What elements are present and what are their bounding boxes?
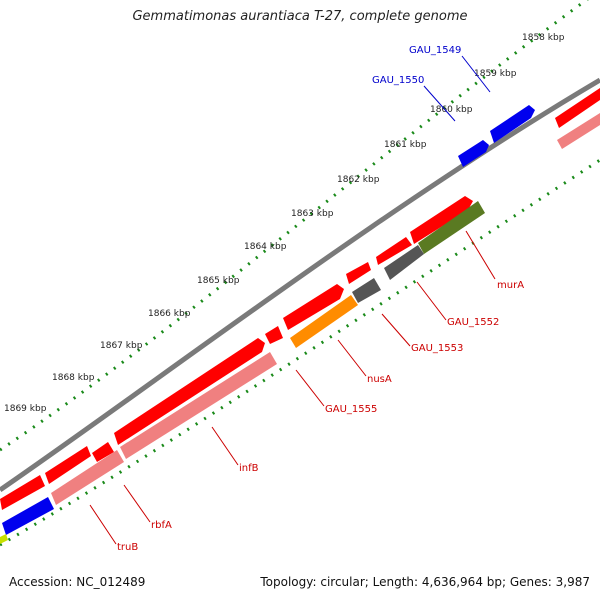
- blue-genes: [458, 105, 535, 167]
- tick-labels: 1858 kbp 1859 kbp 1860 kbp 1861 kbp 1862…: [4, 33, 565, 414]
- leader-gau-1552: [416, 281, 447, 321]
- gene-forward[interactable]: [410, 196, 473, 244]
- gene-rbfa[interactable]: [51, 450, 124, 505]
- gene-forward[interactable]: [114, 338, 265, 445]
- label-leader-lines: [89, 55, 496, 545]
- gene-label-mura: murA: [497, 280, 524, 291]
- gene-forward[interactable]: [45, 446, 91, 484]
- gene-forward[interactable]: [555, 88, 600, 128]
- reverse-strand-genes: [0, 113, 600, 544]
- leader-gau-1550: [423, 85, 456, 122]
- leader-gau-1549: [461, 55, 491, 93]
- gene-gau-1553[interactable]: [352, 278, 381, 303]
- tick-label: 1859 kbp: [474, 69, 517, 79]
- leader-gau-1555: [295, 369, 325, 407]
- tick-label: 1861 kbp: [384, 140, 427, 150]
- tick-label: 1860 kbp: [430, 105, 473, 115]
- tick-label: 1866 kbp: [148, 309, 191, 319]
- gene-infb[interactable]: [120, 352, 277, 459]
- gene-gau-1549[interactable]: [490, 105, 535, 143]
- gene-forward[interactable]: [346, 262, 371, 284]
- tick-label: 1863 kbp: [291, 209, 334, 219]
- gene-gau-1550[interactable]: [458, 140, 489, 167]
- tick-label: 1864 kbp: [244, 242, 287, 252]
- gene-gau-1552[interactable]: [384, 245, 424, 280]
- gene-label-gau-1552: GAU_1552: [447, 317, 499, 328]
- gene-reverse[interactable]: [557, 113, 600, 149]
- gene-label-rbfa: rbfA: [151, 520, 172, 531]
- accession-text: Accession: NC_012489: [9, 575, 146, 589]
- gene-label-gau-1550: GAU_1550: [372, 75, 424, 86]
- gene-label-group: GAU_1549 GAU_1550 murA GAU_1552 GAU_1553…: [117, 45, 524, 553]
- leader-trub: [89, 504, 117, 545]
- tick-label: 1865 kbp: [197, 276, 240, 286]
- gene-label-gau-1549: GAU_1549: [409, 45, 461, 56]
- gene-label-gau-1553: GAU_1553: [411, 343, 463, 354]
- genome-summary-text: Topology: circular; Length: 4,636,964 bp…: [260, 575, 590, 589]
- gene-trub[interactable]: [2, 497, 54, 535]
- map-title: Gemmatimonas aurantiaca T-27, complete g…: [132, 9, 468, 24]
- leader-mura: [465, 230, 496, 280]
- tick-label: 1858 kbp: [522, 33, 565, 43]
- tick-label: 1868 kbp: [52, 373, 95, 383]
- gene-forward[interactable]: [265, 326, 283, 344]
- forward-strand-genes: [0, 88, 600, 510]
- gene-forward[interactable]: [376, 237, 412, 265]
- tick-label: 1862 kbp: [337, 175, 380, 185]
- gene-nusa[interactable]: [290, 295, 358, 348]
- tick-track-outer: [0, 0, 589, 452]
- tick-label: 1867 kbp: [100, 341, 143, 351]
- tick-label: 1869 kbp: [4, 404, 47, 414]
- gene-mura[interactable]: [418, 201, 485, 254]
- gene-label-nusa: nusA: [367, 374, 392, 385]
- leader-gau-1553: [381, 313, 411, 347]
- genome-backbone: [0, 77, 600, 493]
- leader-infb: [211, 426, 239, 466]
- gene-forward[interactable]: [283, 284, 344, 330]
- gene-label-infb: infB: [239, 463, 259, 474]
- gene-label-gau-1555: GAU_1555: [325, 404, 377, 415]
- gene-edge-fragment: [0, 534, 8, 544]
- gene-forward[interactable]: [92, 442, 114, 462]
- leader-rbfa: [123, 484, 151, 523]
- leader-nusa: [337, 339, 367, 377]
- gene-label-trub: truB: [117, 542, 138, 553]
- gene-forward[interactable]: [0, 475, 45, 510]
